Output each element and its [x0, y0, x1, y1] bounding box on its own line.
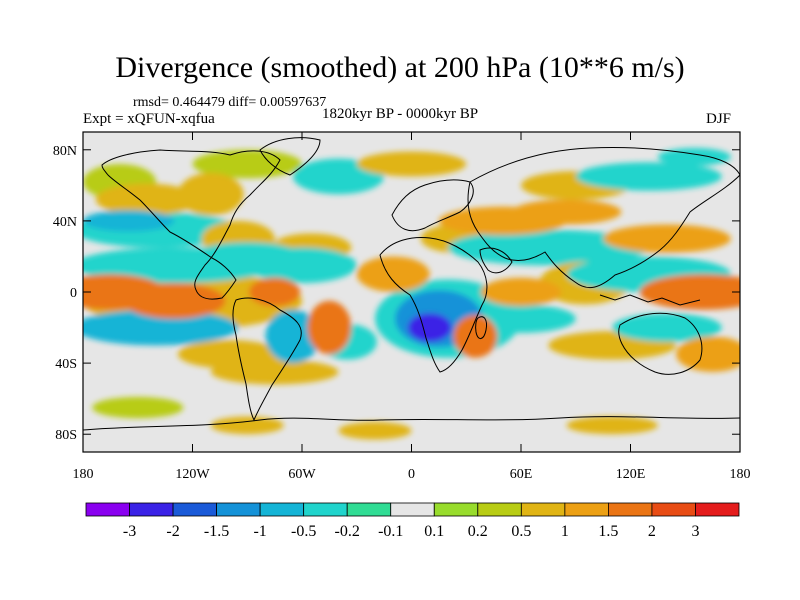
colorbar-label: 3 [691, 523, 699, 540]
colorbar-label: -0.2 [335, 523, 360, 540]
divergence-contour-cell [566, 416, 658, 435]
divergence-contour-cell [511, 199, 622, 225]
colorbar-swatch [564, 502, 609, 517]
divergence-contour-cell [249, 277, 301, 307]
divergence-contour-cell [192, 149, 302, 179]
divergence-contour-cell [83, 210, 175, 232]
x-tick-label: 60W [288, 467, 316, 482]
coastline-asia [467, 146, 740, 289]
coastline-maritime-continent [599, 294, 701, 306]
y-tick-label: 40S [55, 357, 77, 372]
coastline-arabia [479, 247, 513, 274]
x-tick-label: 60E [510, 467, 533, 482]
x-tick-label: 120E [616, 467, 646, 482]
divergence-contour-cell [480, 277, 562, 307]
divergence-contour-cell [603, 224, 731, 253]
x-tick-label: 180 [730, 467, 751, 482]
x-tick-label: 180 [73, 467, 94, 482]
coastline-south-america [232, 297, 302, 422]
divergence-contour-cell [307, 300, 352, 355]
divergence-contour-cell [639, 274, 740, 310]
divergence-contour-cell [657, 148, 731, 166]
divergence-contour-cell [177, 172, 244, 216]
divergence-contour-cell [575, 162, 722, 191]
colorbar-label: 0.5 [511, 523, 531, 540]
colorbar-swatch [608, 502, 653, 517]
coastline-north-america [101, 149, 281, 300]
experiment-label: Expt = xQFUN-xqfua [83, 111, 215, 127]
coastline-antarctica [83, 416, 740, 431]
colorbar-label: -3 [123, 523, 136, 540]
colorbar-label: 0.1 [424, 523, 444, 540]
divergence-contour-cell [676, 336, 740, 372]
plot-title: Divergence (smoothed) at 200 hPa (10**6 … [115, 51, 685, 84]
colorbar-label: -0.5 [291, 523, 316, 540]
colorbar-swatch [216, 502, 261, 517]
divergence-contour-cell [612, 313, 722, 342]
divergence-contour-cell [265, 309, 321, 364]
divergence-contour-cell [92, 396, 184, 419]
time-period-label: 1820kyr BP - 0000kyr BP [322, 106, 479, 122]
colorbar-label: -1 [253, 523, 266, 540]
colorbar-swatch [129, 502, 174, 517]
coastline-greenland [259, 137, 321, 176]
season-label: DJF [706, 111, 732, 127]
coastline-australia [618, 312, 703, 375]
divergence-contour-cell [338, 421, 412, 440]
colorbar-label: -0.1 [378, 523, 403, 540]
divergence-contour-cell [95, 183, 198, 216]
colorbar-swatch [651, 502, 696, 517]
divergence-contour-cell [123, 283, 226, 319]
coastline-madagascar [475, 316, 487, 339]
coastline-europe [391, 179, 474, 232]
x-tick-label: 120W [175, 467, 210, 482]
colorbar-swatch [303, 502, 348, 517]
colorbar-label: -1.5 [204, 523, 229, 540]
y-tick-label: 80N [53, 144, 77, 159]
rmsd-diff-stats: rmsd= 0.464479 diff= 0.00597637 [133, 95, 327, 110]
divergence-contour-cell [192, 242, 302, 271]
colorbar-label: 1 [561, 523, 569, 540]
colorbar-swatch [433, 502, 479, 517]
divergence-contour-cell [448, 229, 649, 266]
colorbar-label: 1.5 [598, 523, 618, 540]
coastline-africa [379, 237, 488, 373]
divergence-contour-cell [407, 313, 452, 342]
colorbar-swatch [695, 502, 740, 517]
colorbar-label: 2 [648, 523, 656, 540]
colorbar-label: -2 [166, 523, 179, 540]
colorbar-swatch [520, 502, 566, 517]
colorbar-swatch [85, 502, 130, 517]
x-tick-label: 0 [408, 467, 415, 482]
colorbar-swatch [346, 502, 392, 517]
colorbar-swatch [172, 502, 217, 517]
colorbar-swatch [259, 502, 305, 517]
colorbar-swatch [390, 502, 435, 517]
colorbar-label: 0.2 [468, 523, 488, 540]
divergence-contour-cell [210, 416, 284, 435]
divergence-contour-cell [83, 309, 239, 346]
y-tick-label: 40N [53, 215, 77, 230]
divergence-contour-cell [356, 151, 467, 177]
divergence-contour-cell [356, 256, 430, 292]
divergence-contour-cell [210, 359, 339, 385]
y-tick-label: 0 [70, 286, 77, 301]
colorbar-swatch [477, 502, 522, 517]
y-tick-label: 80S [55, 428, 77, 443]
